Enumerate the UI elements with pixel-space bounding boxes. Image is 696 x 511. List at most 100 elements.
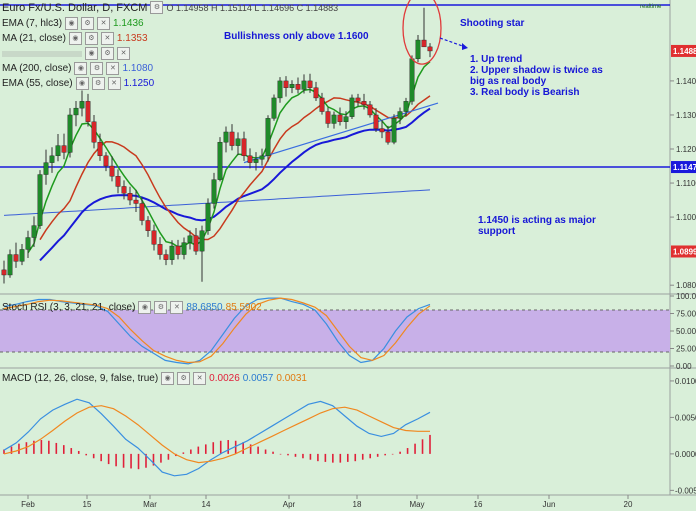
macd-hist-bar bbox=[399, 451, 401, 454]
ema7-value: 1.1436 bbox=[113, 18, 144, 29]
price-label-bg bbox=[671, 245, 696, 258]
stoch-tick-label: 50.00 bbox=[676, 327, 696, 336]
macd-hist-bar bbox=[197, 446, 200, 454]
macd-hist-bar bbox=[376, 453, 379, 457]
y-tick-label: 1.1200 bbox=[676, 145, 696, 154]
settings-icon[interactable]: ⚙ bbox=[90, 62, 104, 75]
candle-body bbox=[373, 114, 379, 129]
close-icon[interactable]: ✕ bbox=[193, 372, 207, 385]
macd-hist-bar bbox=[10, 446, 13, 454]
candle-body bbox=[421, 39, 427, 48]
macd-hist-bar bbox=[332, 453, 334, 463]
close-icon[interactable]: ✕ bbox=[100, 32, 114, 45]
price-label: 1.0899 bbox=[673, 247, 696, 256]
ema55-label: EMA (55, close) bbox=[2, 78, 73, 89]
macd-hist-bar bbox=[152, 453, 155, 466]
eye-icon[interactable]: ◉ bbox=[65, 17, 79, 30]
candle-body bbox=[181, 242, 187, 255]
settings-icon[interactable]: ⚙ bbox=[101, 47, 114, 60]
ma21-legend[interactable]: MA (21, close) ◉ ⚙ ✕ 1.1353 bbox=[2, 32, 148, 45]
macd-hist-bar bbox=[122, 453, 125, 468]
close-icon[interactable]: ✕ bbox=[106, 62, 120, 75]
macd-hist-bar bbox=[137, 453, 140, 470]
support-line: 1.1450 is acting as major bbox=[478, 215, 596, 226]
close-icon[interactable]: ✕ bbox=[107, 77, 121, 90]
candle-body bbox=[331, 114, 337, 124]
eye-icon[interactable]: ◉ bbox=[85, 47, 98, 60]
ohlc-readout: O 1.14958 H 1.15114 L 1.14696 C 1.14883 bbox=[166, 2, 339, 13]
stoch-legend[interactable]: Stoch RSI (3, 3, 21, 21, close) ◉ ⚙ ✕ 88.6… bbox=[2, 301, 262, 314]
candle-body bbox=[73, 107, 79, 116]
eye-icon[interactable]: ◉ bbox=[75, 77, 89, 90]
eye-icon[interactable]: ◉ bbox=[161, 372, 175, 385]
x-tick-label: 20 bbox=[624, 500, 633, 509]
macd-hist-bar bbox=[100, 453, 102, 462]
close-icon[interactable]: ✕ bbox=[117, 47, 130, 60]
bullishness-annotation: Bullishness only above 1.1600 bbox=[224, 31, 369, 42]
macd-hist-bar bbox=[234, 440, 237, 454]
price-label-bg bbox=[671, 161, 696, 174]
stoch-tick-label: 0.00 bbox=[676, 362, 692, 371]
ma200-legend[interactable]: MA (200, close) ◉ ⚙ ✕ 1.1080 bbox=[2, 62, 153, 75]
hidden-indicator-legend[interactable]: ◉ ⚙ ✕ bbox=[2, 47, 130, 60]
close-icon[interactable]: ✕ bbox=[97, 17, 111, 30]
candle-body bbox=[349, 97, 355, 117]
x-tick-label: May bbox=[409, 500, 424, 509]
macd-hist-bar bbox=[406, 448, 409, 454]
macd-hist-bar bbox=[33, 440, 35, 454]
candle-body bbox=[121, 186, 127, 194]
candle-body bbox=[217, 141, 223, 180]
macd-hist-bar bbox=[48, 440, 50, 454]
macd-legend[interactable]: MACD (12, 26, close, 9, false, true) ◉ ⚙ ✕… bbox=[2, 372, 307, 385]
x-tick-label: Apr bbox=[283, 500, 296, 509]
settings-icon[interactable]: ⚙ bbox=[150, 1, 164, 14]
candle-body bbox=[49, 155, 55, 163]
macd-hist-bar bbox=[3, 449, 5, 454]
y-tick-label: 1.1300 bbox=[676, 111, 696, 120]
point-line: 2. Upper shadow is twice as bbox=[470, 65, 603, 76]
candle-body bbox=[7, 254, 13, 276]
eye-icon[interactable]: ◉ bbox=[138, 301, 152, 314]
candle-body bbox=[115, 176, 121, 187]
eye-icon[interactable]: ◉ bbox=[68, 32, 82, 45]
symbol-title[interactable]: Euro Fx/U.S. Dollar, D, FXCM bbox=[2, 1, 148, 14]
eye-icon[interactable]: ◉ bbox=[74, 62, 88, 75]
candle-body bbox=[193, 235, 199, 252]
macd-hist-bar bbox=[324, 453, 327, 462]
x-tick-label: 16 bbox=[474, 500, 483, 509]
macd-hist-bar bbox=[55, 442, 58, 454]
candle-body bbox=[133, 199, 139, 204]
candle-body bbox=[43, 162, 49, 175]
x-tick-label: Feb bbox=[21, 500, 35, 509]
macd-hist-bar bbox=[346, 453, 349, 462]
macd-hist-bar bbox=[272, 451, 274, 454]
macd-hist-bar bbox=[249, 444, 252, 454]
macd-hist-bar bbox=[18, 443, 20, 454]
points-annotation: 1. Up trend 2. Upper shadow is twice as … bbox=[470, 54, 603, 98]
candle-body bbox=[355, 97, 361, 102]
stoch-k-value: 88.6850 bbox=[186, 302, 223, 313]
candle-body bbox=[91, 121, 97, 143]
settings-icon[interactable]: ⚙ bbox=[177, 372, 191, 385]
settings-icon[interactable]: ⚙ bbox=[154, 301, 168, 314]
settings-icon[interactable]: ⚙ bbox=[84, 32, 98, 45]
candle-body bbox=[163, 254, 169, 260]
x-tick-label: Jun bbox=[543, 500, 556, 509]
settings-icon[interactable]: ⚙ bbox=[81, 17, 95, 30]
ema55-legend[interactable]: EMA (55, close) ◉ ⚙ ✕ 1.1250 bbox=[2, 77, 154, 90]
point-line: 1. Up trend bbox=[470, 54, 523, 65]
macd-hist-bar bbox=[294, 453, 297, 457]
macd-label: MACD (12, 26, close, 9, false, true) bbox=[2, 373, 159, 384]
macd-hist-bar bbox=[354, 453, 357, 462]
settings-icon[interactable]: ⚙ bbox=[91, 77, 105, 90]
candle-body bbox=[415, 39, 421, 59]
candle-body bbox=[103, 155, 109, 167]
candle-body bbox=[37, 174, 43, 226]
candle-body bbox=[157, 244, 163, 255]
close-icon[interactable]: ✕ bbox=[170, 301, 184, 314]
ema7-legend[interactable]: EMA (7, hlc3) ◉ ⚙ ✕ 1.1436 bbox=[2, 17, 144, 30]
candle-body bbox=[241, 138, 247, 157]
ma21-label: MA (21, close) bbox=[2, 33, 66, 44]
